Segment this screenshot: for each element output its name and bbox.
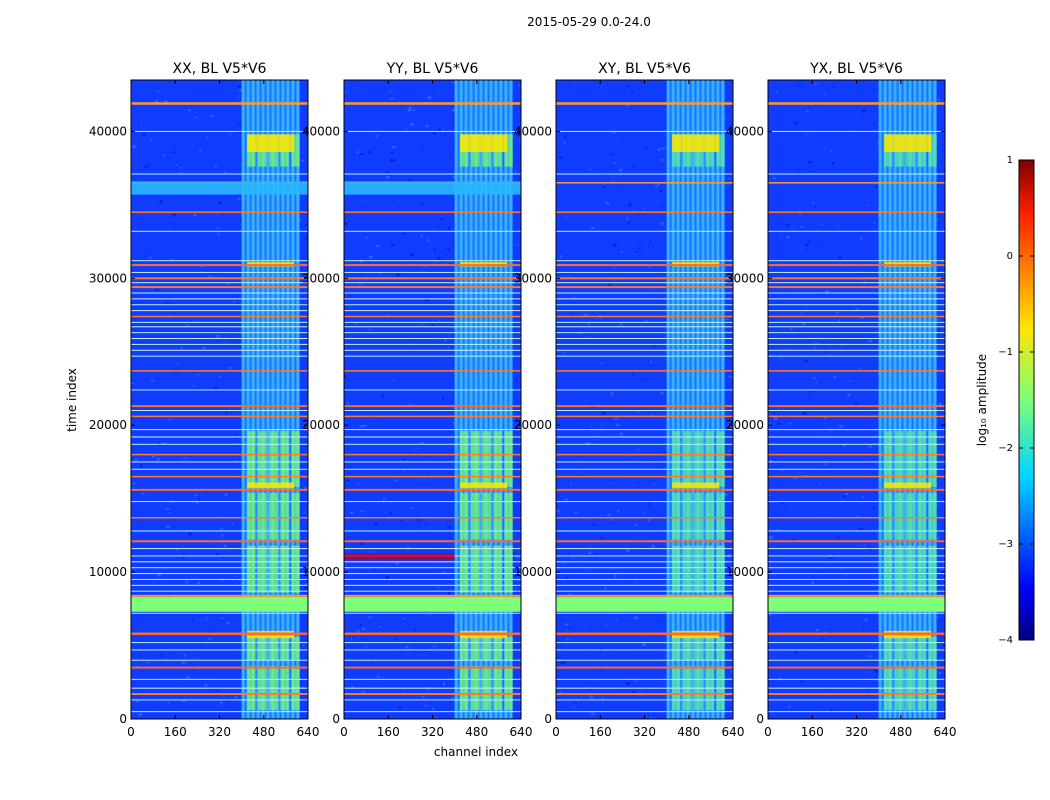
y-tick-label: 10000 xyxy=(89,565,127,579)
x-tick-label: 640 xyxy=(510,725,533,739)
panel-title: XX, BL V5*V6 xyxy=(173,61,267,77)
figure-suptitle: 2015-05-29 0.0-24.0 xyxy=(527,15,651,29)
panel-3: YX, BL V5*V6 0 160 320 480 640 0 10000 20000 3000… xyxy=(726,61,957,739)
x-tick-label: 160 xyxy=(801,725,824,739)
y-tick-label: 20000 xyxy=(514,418,552,432)
colorbar-tick-label: −2 xyxy=(998,443,1013,454)
y-tick-label: 40000 xyxy=(302,124,340,138)
x-tick-label: 640 xyxy=(297,725,320,739)
panel-1: YY, BL V5*V6 0 160 320 480 640 0 10000 20000 3000… xyxy=(302,61,533,739)
y-tick-label: 0 xyxy=(756,712,764,726)
x-tick-label: 640 xyxy=(722,725,745,739)
x-tick-label: 0 xyxy=(340,725,348,739)
y-tick-label: 0 xyxy=(332,712,340,726)
panel-title: YX, BL V5*V6 xyxy=(809,61,903,77)
y-tick-label: 40000 xyxy=(89,124,127,138)
panel-title: XY, BL V5*V6 xyxy=(598,61,691,77)
colorbar-label: log₁₀ amplitude xyxy=(975,354,989,446)
heatmap-image-2 xyxy=(556,80,733,719)
y-tick-label: 30000 xyxy=(302,271,340,285)
panels: XX, BL V5*V6 0 160 320 480 640 0 10000 20000 3000… xyxy=(89,61,957,739)
colorbar-gradient xyxy=(1018,159,1035,641)
y-axis-label: time index xyxy=(65,368,79,432)
x-tick-label: 320 xyxy=(421,725,444,739)
x-tick-label: 320 xyxy=(845,725,868,739)
panel-title: YY, BL V5*V6 xyxy=(386,61,479,77)
colorbar-tick-label: −4 xyxy=(998,635,1013,646)
x-tick-label: 160 xyxy=(164,725,187,739)
x-tick-label: 640 xyxy=(934,725,957,739)
heatmap-image-1 xyxy=(344,80,521,719)
x-tick-label: 160 xyxy=(589,725,612,739)
panel-2: XY, BL V5*V6 0 160 320 480 640 0 10000 20000 3000… xyxy=(514,61,745,739)
y-tick-label: 30000 xyxy=(726,271,764,285)
y-tick-label: 20000 xyxy=(89,418,127,432)
panel-0: XX, BL V5*V6 0 160 320 480 640 0 10000 20000 3000… xyxy=(89,61,320,739)
x-tick-label: 480 xyxy=(465,725,488,739)
colorbar-tick-label: 0 xyxy=(1007,251,1013,262)
y-tick-label: 0 xyxy=(119,712,127,726)
y-tick-label: 40000 xyxy=(514,124,552,138)
y-tick-label: 30000 xyxy=(89,271,127,285)
heatmap-image-0 xyxy=(131,80,308,719)
colorbar-tick-label: −1 xyxy=(998,347,1013,358)
x-tick-label: 480 xyxy=(889,725,912,739)
colorbar-tick-label: 1 xyxy=(1007,155,1013,166)
x-tick-label: 480 xyxy=(677,725,700,739)
x-tick-label: 480 xyxy=(252,725,275,739)
y-tick-label: 30000 xyxy=(514,271,552,285)
y-tick-label: 10000 xyxy=(514,565,552,579)
y-tick-label: 0 xyxy=(544,712,552,726)
x-tick-label: 320 xyxy=(208,725,231,739)
y-tick-label: 10000 xyxy=(302,565,340,579)
heatmap-image-3 xyxy=(768,80,945,719)
y-tick-label: 10000 xyxy=(726,565,764,579)
colorbar-tick-label: −3 xyxy=(998,539,1013,550)
x-tick-label: 0 xyxy=(127,725,135,739)
x-axis-label: channel index xyxy=(434,745,518,759)
y-tick-label: 20000 xyxy=(726,418,764,432)
x-tick-label: 320 xyxy=(633,725,656,739)
y-tick-label: 40000 xyxy=(726,124,764,138)
colorbar: 1 0 −1 −2 −3 −4 log₁₀ amplitude xyxy=(975,155,1035,646)
y-tick-label: 20000 xyxy=(302,418,340,432)
x-tick-label: 160 xyxy=(377,725,400,739)
x-tick-label: 0 xyxy=(552,725,560,739)
x-tick-label: 0 xyxy=(764,725,772,739)
